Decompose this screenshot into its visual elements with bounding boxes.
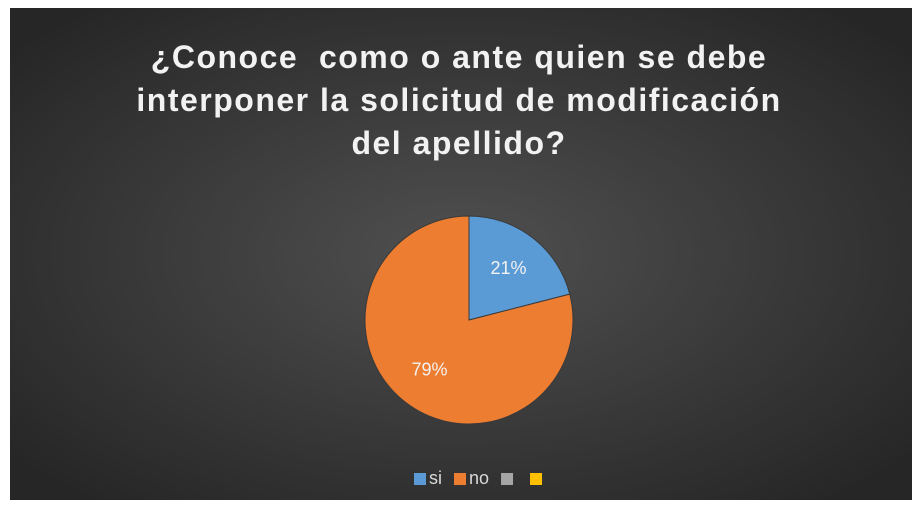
legend-label: no [469,468,489,488]
legend-swatch [454,473,466,485]
legend-swatch [501,473,514,485]
pie-slice [364,215,574,425]
legend-swatch [414,473,426,485]
data-label: 21% [491,258,527,278]
chart-title: ¿Conoce como o ante quien se debe interp… [136,39,782,161]
legend-label: si [429,468,442,488]
pie-slice [468,215,571,321]
data-label: 79% [411,360,447,380]
legend-swatch [530,473,543,485]
